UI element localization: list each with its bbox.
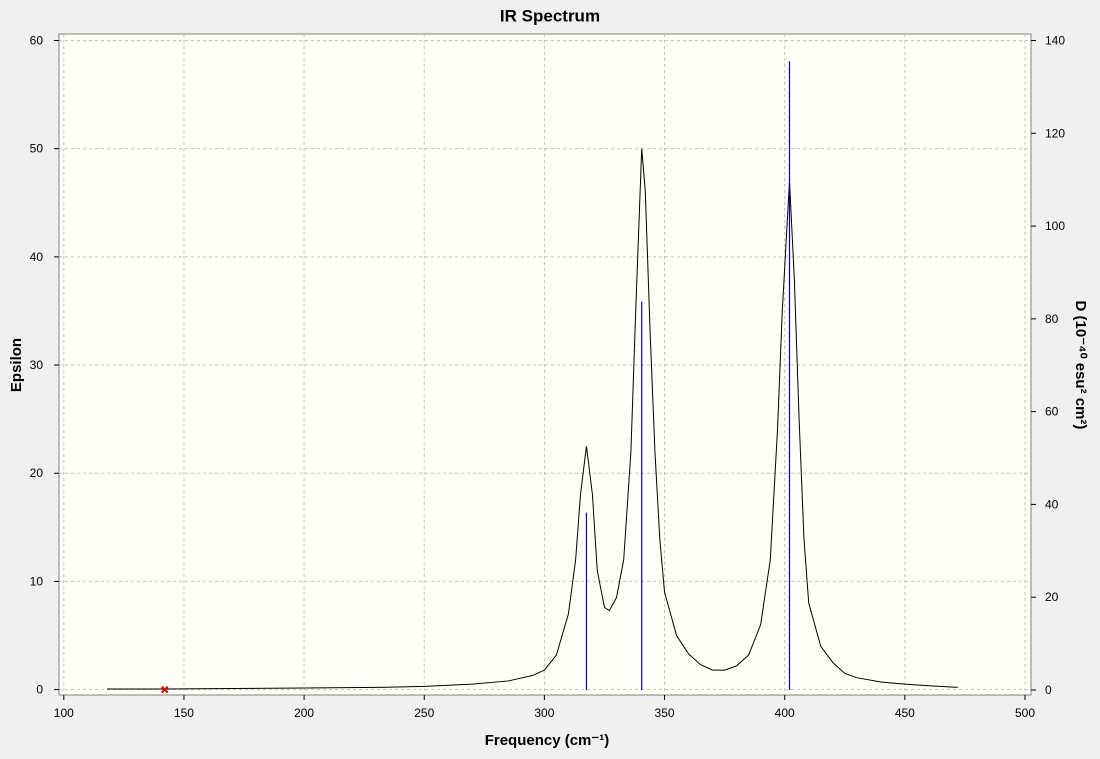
plot-area <box>58 33 1032 696</box>
y2-tick-label: 20 <box>1045 590 1059 604</box>
x-tick-label: 350 <box>655 706 675 720</box>
y2-axis-label: D (10⁻⁴⁰ esu² cm²) <box>1072 301 1089 430</box>
y2-tick-label: 80 <box>1045 312 1059 326</box>
x-tick-label: 450 <box>895 706 915 720</box>
y-tick-label: 40 <box>30 250 44 264</box>
x-tick-label: 100 <box>54 706 74 720</box>
marker <box>161 685 169 694</box>
x-tick-label: 300 <box>534 706 554 720</box>
y-tick-label: 10 <box>30 574 44 588</box>
x-tick-label: 150 <box>174 706 194 720</box>
y-tick-label: 60 <box>30 33 44 47</box>
y2-tick-label: 60 <box>1045 405 1059 419</box>
x-axis-label: Frequency (cm⁻¹) <box>485 732 610 749</box>
x-tick-label: 250 <box>414 706 434 720</box>
x-tick-label: 500 <box>1015 706 1035 720</box>
y2-tick-label: 100 <box>1045 219 1065 233</box>
y2-tick-label: 120 <box>1045 126 1065 140</box>
y-tick-label: 20 <box>30 466 44 480</box>
y-tick-label: 0 <box>36 683 43 697</box>
spectrum-line <box>107 148 958 690</box>
x-tick-label: 400 <box>775 706 795 720</box>
chart-title: IR Spectrum <box>500 6 600 25</box>
y2-tick-label: 140 <box>1045 33 1065 47</box>
y2-tick-label: 0 <box>1045 683 1052 697</box>
y-tick-label: 50 <box>30 142 44 156</box>
x-tick-label: 200 <box>294 706 314 720</box>
y-tick-label: 30 <box>30 358 44 372</box>
y-axis-label: Epsilon <box>8 338 25 392</box>
y2-tick-label: 40 <box>1045 497 1059 511</box>
